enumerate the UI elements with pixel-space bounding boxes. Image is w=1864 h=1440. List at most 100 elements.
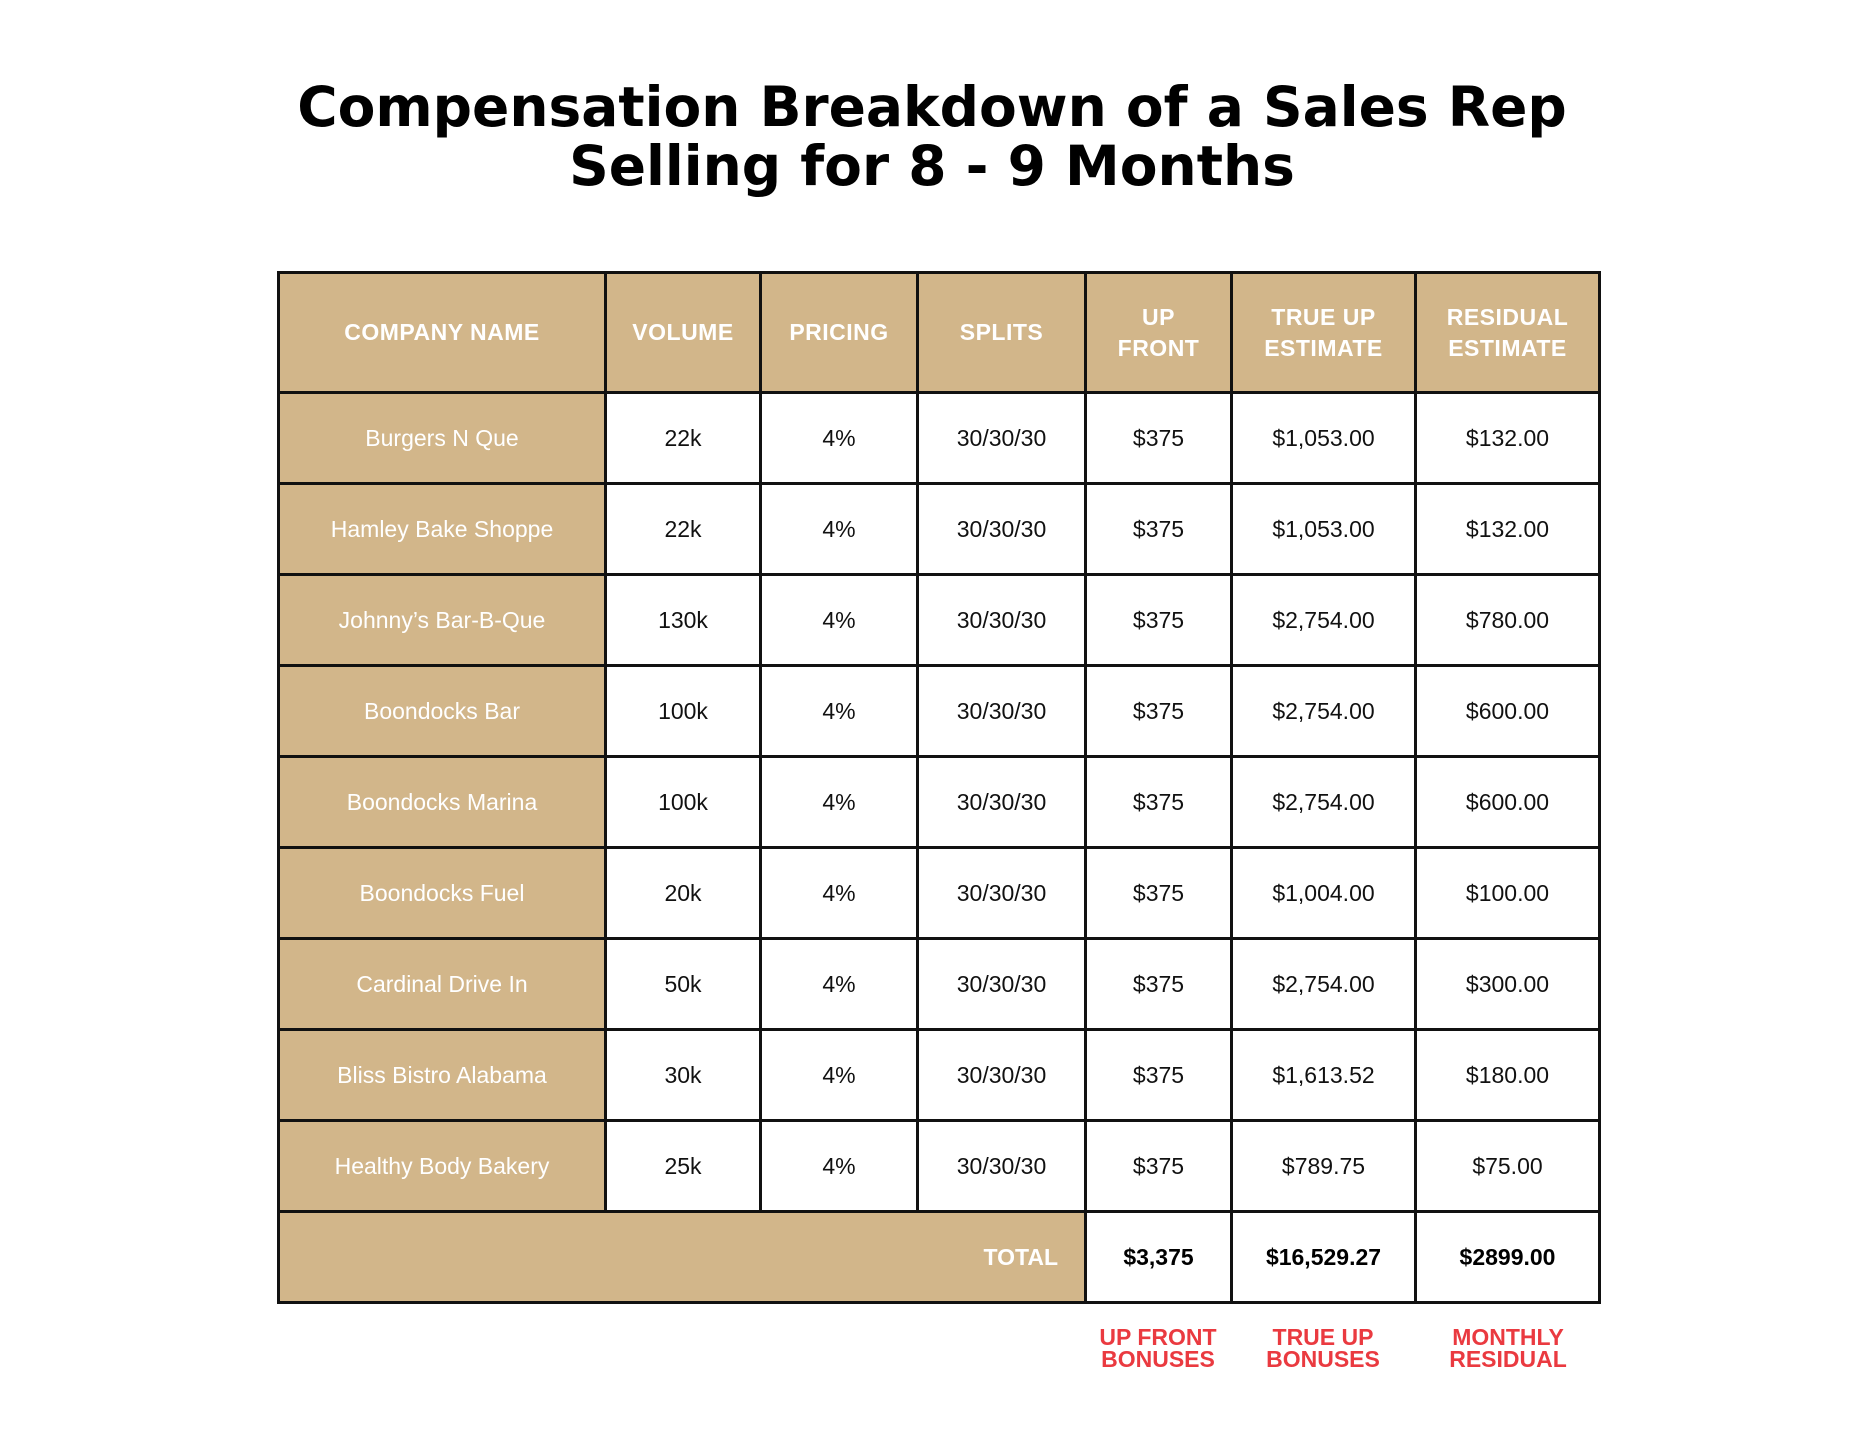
compensation-table: COMPANY NAME VOLUME PRICING SPLITS UP FR…	[277, 271, 1601, 1304]
true-up-cell: $1,613.52	[1230, 1028, 1417, 1122]
table-row: Cardinal Drive In 50k 4% 30/30/30 $375 $…	[277, 937, 1601, 1031]
residual-cell: $132.00	[1414, 482, 1601, 576]
residual-cell: $600.00	[1414, 755, 1601, 849]
splits-cell: 30/30/30	[916, 1119, 1087, 1213]
up-front-cell: $375	[1084, 482, 1233, 576]
up-front-note-line-1: UP FRONT	[1099, 1324, 1217, 1350]
splits-cell: 30/30/30	[916, 664, 1087, 758]
volume-cell: 130k	[604, 573, 762, 667]
splits-cell: 30/30/30	[916, 573, 1087, 667]
splits-cell: 30/30/30	[916, 846, 1087, 940]
true-up-cell: $789.75	[1230, 1119, 1417, 1213]
residual-cell: $180.00	[1414, 1028, 1601, 1122]
volume-cell: 50k	[604, 937, 762, 1031]
total-label: TOTAL	[277, 1210, 1087, 1304]
true-up-cell: $1,053.00	[1230, 391, 1417, 485]
header-residual-line-2: ESTIMATE	[1448, 334, 1567, 361]
pricing-cell: 4%	[759, 1028, 919, 1122]
pricing-cell: 4%	[759, 664, 919, 758]
title-line-1: Compensation Breakdown of a Sales Rep	[297, 75, 1567, 139]
company-name-cell: Boondocks Marina	[277, 755, 607, 849]
up-front-cell: $375	[1084, 755, 1233, 849]
up-front-cell: $375	[1084, 1028, 1233, 1122]
residual-cell: $132.00	[1414, 391, 1601, 485]
total-residual: $2899.00	[1414, 1210, 1601, 1304]
volume-cell: 20k	[604, 846, 762, 940]
residual-cell: $75.00	[1414, 1119, 1601, 1213]
header-volume: VOLUME	[604, 271, 762, 394]
header-pricing: PRICING	[759, 271, 919, 394]
total-row: TOTAL $3,375 $16,529.27 $2899.00	[277, 1210, 1601, 1304]
true-up-cell: $2,754.00	[1230, 664, 1417, 758]
volume-cell: 25k	[604, 1119, 762, 1213]
total-up-front: $3,375	[1084, 1210, 1233, 1304]
table-row: Healthy Body Bakery 25k 4% 30/30/30 $375…	[277, 1119, 1601, 1213]
up-front-cell: $375	[1084, 937, 1233, 1031]
true-up-bonuses-note: TRUE UP BONUSES	[1231, 1324, 1415, 1371]
monthly-residual-note-line-1: MONTHLY	[1452, 1324, 1564, 1350]
volume-cell: 22k	[604, 391, 762, 485]
header-up-front-line-2: FRONT	[1117, 334, 1200, 361]
residual-cell: $300.00	[1414, 937, 1601, 1031]
splits-cell: 30/30/30	[916, 1028, 1087, 1122]
company-name-cell: Boondocks Bar	[277, 664, 607, 758]
company-name-cell: Hamley Bake Shoppe	[277, 482, 607, 576]
company-name-cell: Cardinal Drive In	[277, 937, 607, 1031]
company-name-cell: Boondocks Fuel	[277, 846, 607, 940]
up-front-cell: $375	[1084, 664, 1233, 758]
true-up-note-line-1: TRUE UP	[1272, 1324, 1374, 1350]
pricing-cell: 4%	[759, 937, 919, 1031]
splits-cell: 30/30/30	[916, 755, 1087, 849]
up-front-note-line-2: BONUSES	[1101, 1346, 1215, 1372]
volume-cell: 22k	[604, 482, 762, 576]
true-up-cell: $2,754.00	[1230, 937, 1417, 1031]
header-splits: SPLITS	[916, 271, 1087, 394]
table-row: Johnny’s Bar-B-Que 130k 4% 30/30/30 $375…	[277, 573, 1601, 667]
splits-cell: 30/30/30	[916, 482, 1087, 576]
up-front-cell: $375	[1084, 573, 1233, 667]
residual-cell: $780.00	[1414, 573, 1601, 667]
pricing-cell: 4%	[759, 846, 919, 940]
monthly-residual-note-line-2: RESIDUAL	[1449, 1346, 1567, 1372]
table-row: Hamley Bake Shoppe 22k 4% 30/30/30 $375 …	[277, 482, 1601, 576]
company-name-cell: Burgers N Que	[277, 391, 607, 485]
pricing-cell: 4%	[759, 482, 919, 576]
header-true-up-line-1: TRUE UP	[1271, 303, 1376, 330]
volume-cell: 100k	[604, 664, 762, 758]
splits-cell: 30/30/30	[916, 937, 1087, 1031]
table-row: Bliss Bistro Alabama 30k 4% 30/30/30 $37…	[277, 1028, 1601, 1122]
table-row: Boondocks Marina 100k 4% 30/30/30 $375 $…	[277, 755, 1601, 849]
header-row: COMPANY NAME VOLUME PRICING SPLITS UP FR…	[277, 271, 1601, 394]
true-up-cell: $1,053.00	[1230, 482, 1417, 576]
volume-cell: 100k	[604, 755, 762, 849]
header-true-up-estimate: TRUE UP ESTIMATE	[1230, 271, 1417, 394]
header-up-front-line-1: UP	[1142, 303, 1175, 330]
table-row: Boondocks Fuel 20k 4% 30/30/30 $375 $1,0…	[277, 846, 1601, 940]
up-front-bonuses-note: UP FRONT BONUSES	[1085, 1324, 1231, 1372]
up-front-cell: $375	[1084, 391, 1233, 485]
page-title: Compensation Breakdown of a Sales Rep Se…	[0, 78, 1864, 196]
pricing-cell: 4%	[759, 573, 919, 667]
residual-cell: $100.00	[1414, 846, 1601, 940]
true-up-cell: $2,754.00	[1230, 573, 1417, 667]
splits-cell: 30/30/30	[916, 391, 1087, 485]
volume-cell: 30k	[604, 1028, 762, 1122]
total-true-up: $16,529.27	[1230, 1210, 1417, 1304]
table-row: Boondocks Bar 100k 4% 30/30/30 $375 $2,7…	[277, 664, 1601, 758]
up-front-cell: $375	[1084, 1119, 1233, 1213]
header-company-name: COMPANY NAME	[277, 271, 607, 394]
header-up-front: UP FRONT	[1084, 271, 1233, 394]
up-front-cell: $375	[1084, 846, 1233, 940]
company-name-cell: Bliss Bistro Alabama	[277, 1028, 607, 1122]
company-name-cell: Healthy Body Bakery	[277, 1119, 607, 1213]
pricing-cell: 4%	[759, 755, 919, 849]
true-up-cell: $1,004.00	[1230, 846, 1417, 940]
company-name-cell: Johnny’s Bar-B-Que	[277, 573, 607, 667]
residual-cell: $600.00	[1414, 664, 1601, 758]
header-residual-line-1: RESIDUAL	[1446, 303, 1569, 330]
title-line-2: Selling for 8 - 9 Months	[569, 134, 1295, 198]
header-residual-estimate: RESIDUAL ESTIMATE	[1414, 271, 1601, 394]
monthly-residual-note: MONTHLY RESIDUAL	[1415, 1324, 1601, 1372]
true-up-cell: $2,754.00	[1230, 755, 1417, 849]
table-row: Burgers N Que 22k 4% 30/30/30 $375 $1,05…	[277, 391, 1601, 485]
